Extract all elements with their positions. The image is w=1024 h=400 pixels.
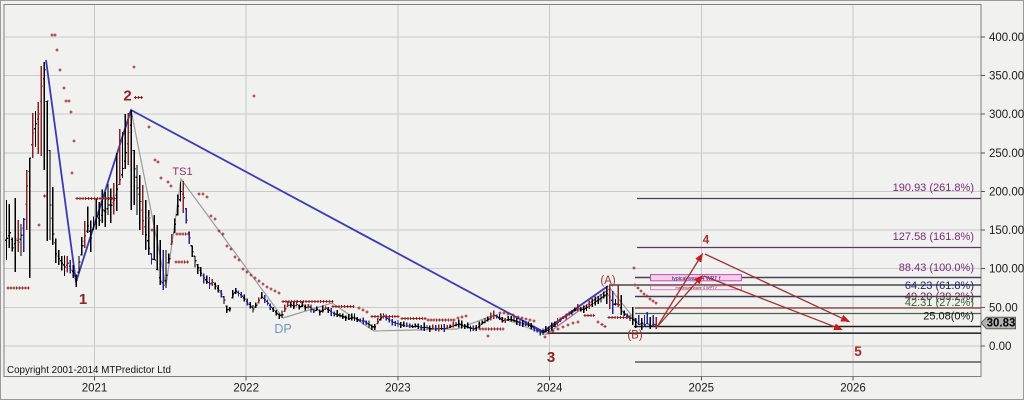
svg-text:50.00: 50.00 [989, 302, 1018, 314]
svg-text:4: 4 [703, 235, 710, 247]
svg-text:250.00: 250.00 [989, 148, 1024, 160]
svg-text:30.83: 30.83 [987, 318, 1016, 330]
svg-text:(B): (B) [627, 330, 643, 342]
svg-text:64.23 (61.8%): 64.23 (61.8%) [905, 280, 974, 292]
svg-text:88.43 (100.0%): 88.43 (100.0%) [899, 262, 974, 274]
svg-text:190.93 (261.8%): 190.93 (261.8%) [893, 182, 974, 194]
svg-text:25.08(0%): 25.08(0%) [923, 311, 974, 323]
svg-text:2024: 2024 [537, 383, 563, 395]
svg-text:2023: 2023 [385, 383, 411, 395]
svg-text:2022: 2022 [233, 383, 259, 395]
svg-text:0.00: 0.00 [989, 341, 1011, 353]
svg-text:maximum wave 4 WPT f: maximum wave 4 WPT f [675, 286, 717, 290]
svg-text:2: 2 [123, 88, 131, 105]
svg-text:127.58 (161.8%): 127.58 (161.8%) [893, 231, 974, 243]
svg-text:DP: DP [274, 322, 291, 336]
svg-text:3: 3 [547, 349, 555, 366]
svg-text:5: 5 [854, 344, 862, 359]
svg-text:1: 1 [79, 291, 87, 308]
svg-text:300.00: 300.00 [989, 109, 1024, 121]
svg-text:350.00: 350.00 [989, 71, 1024, 83]
svg-text:2025: 2025 [689, 383, 715, 395]
svg-text:42.31 (27.2%): 42.31 (27.2%) [905, 297, 974, 309]
svg-text:2026: 2026 [840, 383, 866, 395]
svg-text:200.00: 200.00 [989, 186, 1024, 198]
svg-text:Copyright 2001-2014 MTPredicto: Copyright 2001-2014 MTPredictor Ltd [7, 365, 171, 376]
svg-text:(A): (A) [600, 275, 616, 287]
svg-text:150.00: 150.00 [989, 225, 1024, 237]
svg-text:2021: 2021 [82, 383, 108, 395]
svg-text:TS1: TS1 [172, 166, 192, 178]
svg-text:100.00: 100.00 [989, 264, 1024, 276]
svg-text:49.20 (39.2%): 49.20 (39.2%) [905, 291, 974, 303]
svg-text:400.00: 400.00 [989, 32, 1024, 44]
